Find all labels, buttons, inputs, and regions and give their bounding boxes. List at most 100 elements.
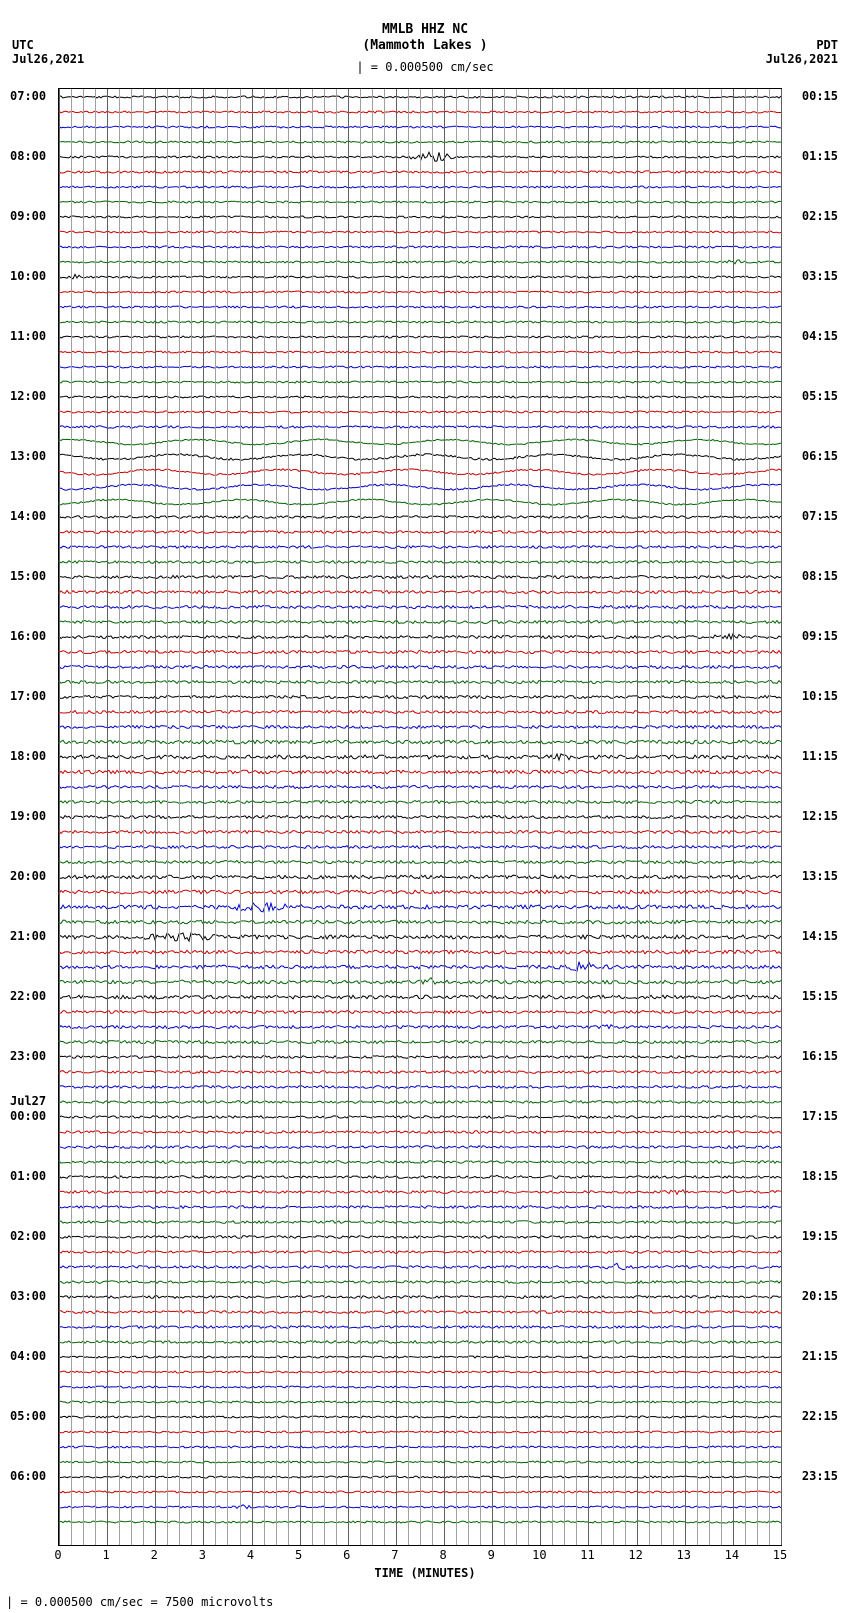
x-tick-label: 6 <box>343 1548 350 1562</box>
gridline <box>769 89 770 1545</box>
gridline <box>312 89 313 1545</box>
gridline <box>625 89 626 1545</box>
utc-hour-label: 20:00 <box>10 869 46 883</box>
x-tick-label: 0 <box>54 1548 61 1562</box>
gridline <box>697 89 698 1545</box>
utc-hour-label: 22:00 <box>10 989 46 1003</box>
gridline <box>179 89 180 1545</box>
utc-label: UTC <box>12 38 34 52</box>
gridline <box>420 89 421 1545</box>
pdt-hour-label: 17:15 <box>802 1109 838 1123</box>
gridline <box>757 89 758 1545</box>
utc-hour-label: 21:00 <box>10 929 46 943</box>
gridline <box>83 89 84 1545</box>
gridline <box>468 89 469 1545</box>
gridline <box>95 89 96 1545</box>
gridline <box>721 89 722 1545</box>
pdt-hour-label: 15:15 <box>802 989 838 1003</box>
utc-hour-label: 05:00 <box>10 1409 46 1423</box>
gridline <box>227 89 228 1545</box>
gridline <box>733 89 734 1545</box>
utc-hour-label: 07:00 <box>10 89 46 103</box>
pdt-hour-label: 00:15 <box>802 89 838 103</box>
pdt-hour-label: 23:15 <box>802 1469 838 1483</box>
pdt-hour-label: 01:15 <box>802 149 838 163</box>
pdt-hour-label: 05:15 <box>802 389 838 403</box>
utc-hour-label: 14:00 <box>10 509 46 523</box>
gridline <box>71 89 72 1545</box>
gridline <box>685 89 686 1545</box>
pdt-hour-label: 03:15 <box>802 269 838 283</box>
pdt-hour-label: 07:15 <box>802 509 838 523</box>
pdt-hour-label: 20:15 <box>802 1289 838 1303</box>
gridline <box>264 89 265 1545</box>
gridline <box>480 89 481 1545</box>
gridline <box>300 89 301 1545</box>
x-tick-label: 2 <box>151 1548 158 1562</box>
gridline <box>516 89 517 1545</box>
gridline <box>360 89 361 1545</box>
scale-legend: | = 0.000500 cm/sec <box>0 60 850 74</box>
x-tick-label: 12 <box>628 1548 642 1562</box>
header: MMLB HHZ NC (Mammoth Lakes ) | = 0.00050… <box>0 0 850 80</box>
utc-date: Jul26,2021 <box>12 52 84 66</box>
gridline <box>240 89 241 1545</box>
x-tick-label: 11 <box>580 1548 594 1562</box>
gridline <box>276 89 277 1545</box>
gridline <box>408 89 409 1545</box>
x-tick-label: 10 <box>532 1548 546 1562</box>
gridline <box>396 89 397 1545</box>
gridline <box>444 89 445 1545</box>
utc-hour-label: 13:00 <box>10 449 46 463</box>
utc-hour-label: 18:00 <box>10 749 46 763</box>
utc-hour-label: 17:00 <box>10 689 46 703</box>
gridline <box>552 89 553 1545</box>
utc-hour-label: 00:00 <box>10 1109 46 1123</box>
gridline <box>155 89 156 1545</box>
utc-hour-label: 03:00 <box>10 1289 46 1303</box>
utc-hour-label: 23:00 <box>10 1049 46 1063</box>
gridline <box>143 89 144 1545</box>
utc-hour-label: 11:00 <box>10 329 46 343</box>
x-tick-label: 1 <box>103 1548 110 1562</box>
x-tick-label: 15 <box>773 1548 787 1562</box>
gridline <box>119 89 120 1545</box>
utc-hour-label: 10:00 <box>10 269 46 283</box>
gridline <box>613 89 614 1545</box>
pdt-date: Jul26,2021 <box>766 52 838 66</box>
gridline <box>131 89 132 1545</box>
helicorder-plot <box>58 88 782 1546</box>
utc-hour-label: 02:00 <box>10 1229 46 1243</box>
pdt-hour-label: 19:15 <box>802 1229 838 1243</box>
station-title-line2: (Mammoth Lakes ) <box>0 38 850 53</box>
gridline <box>456 89 457 1545</box>
seismogram-container: MMLB HHZ NC (Mammoth Lakes ) | = 0.00050… <box>0 0 850 1613</box>
gridline <box>203 89 204 1545</box>
x-axis-title: TIME (MINUTES) <box>0 1566 850 1580</box>
footnote: | = 0.000500 cm/sec = 7500 microvolts <box>6 1595 273 1609</box>
pdt-hour-label: 18:15 <box>802 1169 838 1183</box>
pdt-hour-label: 13:15 <box>802 869 838 883</box>
pdt-label: PDT <box>816 38 838 52</box>
x-tick-label: 8 <box>439 1548 446 1562</box>
pdt-hour-label: 12:15 <box>802 809 838 823</box>
pdt-hour-label: 21:15 <box>802 1349 838 1363</box>
gridline <box>107 89 108 1545</box>
gridline <box>504 89 505 1545</box>
gridline <box>781 89 782 1545</box>
gridline <box>324 89 325 1545</box>
gridline <box>649 89 650 1545</box>
gridline <box>384 89 385 1545</box>
pdt-hour-label: 09:15 <box>802 629 838 643</box>
gridline <box>252 89 253 1545</box>
x-tick-label: 13 <box>676 1548 690 1562</box>
gridline <box>637 89 638 1545</box>
utc-hour-label: 16:00 <box>10 629 46 643</box>
gridline <box>576 89 577 1545</box>
pdt-hour-label: 14:15 <box>802 929 838 943</box>
utc-hour-label: 15:00 <box>10 569 46 583</box>
utc-hour-label: 01:00 <box>10 1169 46 1183</box>
utc-hour-label: 09:00 <box>10 209 46 223</box>
gridline <box>288 89 289 1545</box>
gridline <box>336 89 337 1545</box>
